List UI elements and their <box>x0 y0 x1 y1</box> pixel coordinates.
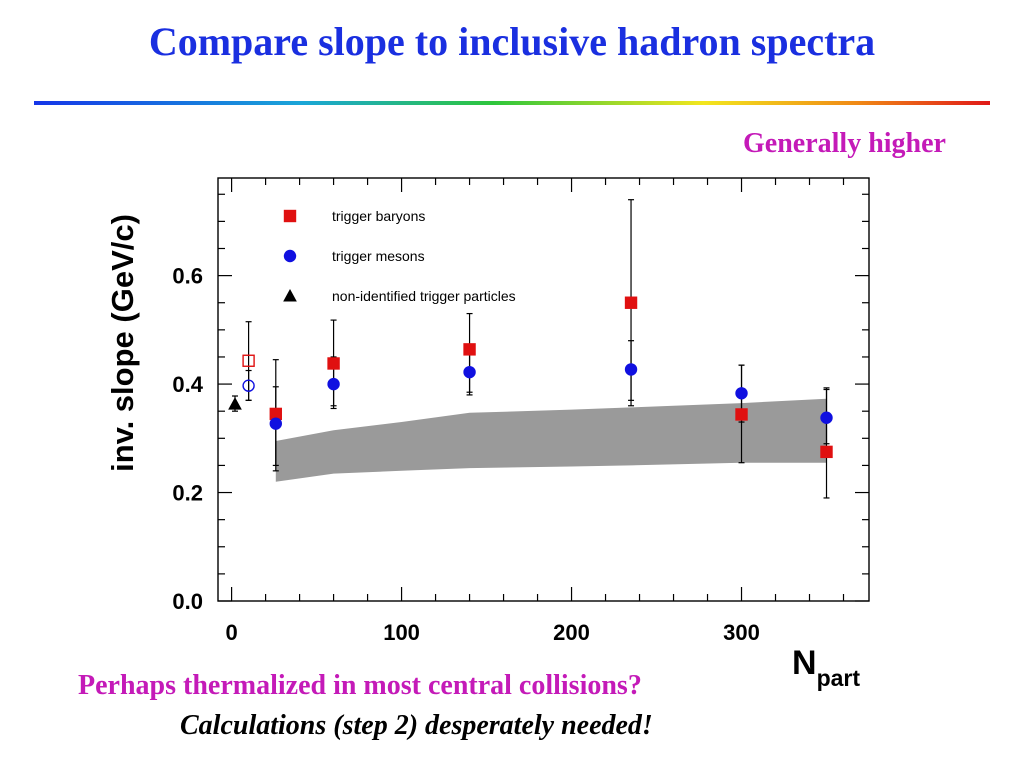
meson-point <box>735 387 748 400</box>
y-tick-label: 0.0 <box>172 589 203 614</box>
x-tick-label: 300 <box>723 620 760 645</box>
meson-point <box>463 365 476 379</box>
legend-label: trigger baryons <box>332 208 425 224</box>
x-tick-label: 0 <box>225 620 237 645</box>
baryon-open-point <box>242 354 255 367</box>
y-tick-label: 0.4 <box>172 372 203 397</box>
title-divider <box>34 101 990 105</box>
x-axis-label-main: N <box>792 644 817 682</box>
legend-marker <box>283 209 297 223</box>
inclusive-point <box>228 397 242 410</box>
x-axis-label-subscript: part <box>817 665 861 691</box>
baryon-point <box>327 357 340 370</box>
callout-text: Generally higher <box>743 128 946 159</box>
baryon-point <box>463 343 476 356</box>
x-tick-label: 100 <box>383 620 420 645</box>
plot-frame <box>217 177 870 602</box>
legend-label: non-identified trigger particles <box>332 288 516 304</box>
y-tick-label: 0.6 <box>172 264 203 289</box>
baryon-point <box>624 296 638 309</box>
legend-marker <box>283 288 297 302</box>
meson-open-point <box>242 379 255 392</box>
slide-title: Compare slope to inclusive hadron spectr… <box>148 19 876 64</box>
x-axis-label: Npart <box>792 644 860 691</box>
legend-label: trigger mesons <box>332 248 425 264</box>
baryon-point <box>820 445 833 459</box>
x-tick-label: 200 <box>553 620 590 645</box>
inclusive-hadron-band <box>275 398 827 482</box>
meson-point <box>269 417 282 430</box>
note-line-1: Perhaps thermalized in most central coll… <box>78 670 642 701</box>
meson-point <box>820 411 833 424</box>
y-axis-label: inv. slope (GeV/c) <box>105 214 140 472</box>
legend-marker <box>283 249 297 263</box>
baryon-point <box>735 408 748 421</box>
meson-point <box>327 377 340 391</box>
note-line-2: Calculations (step 2) desperately needed… <box>180 710 653 741</box>
y-tick-label: 0.2 <box>172 481 203 506</box>
meson-point <box>624 363 638 376</box>
